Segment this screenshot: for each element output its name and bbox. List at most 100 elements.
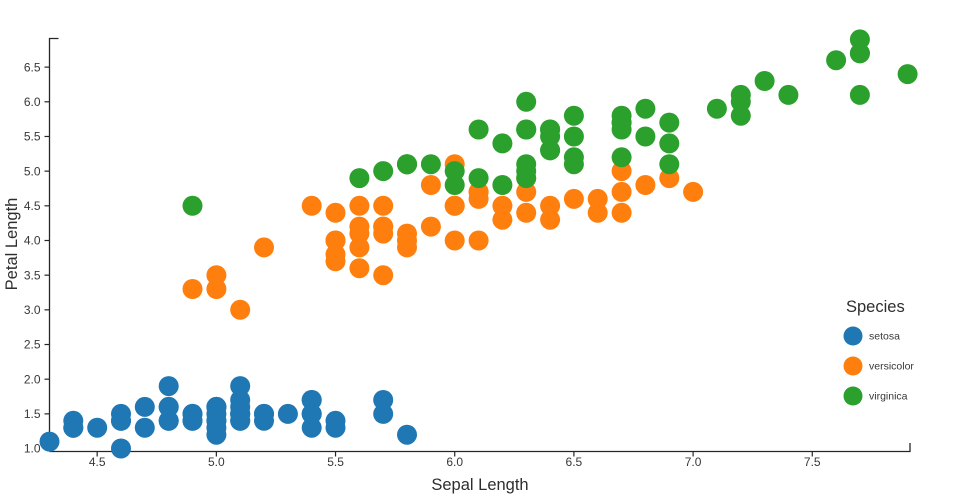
data-point <box>134 396 155 417</box>
data-point <box>540 195 561 216</box>
data-point <box>420 154 441 175</box>
data-point <box>420 216 441 237</box>
data-point <box>158 376 179 397</box>
data-point <box>397 424 417 445</box>
data-point <box>397 230 417 251</box>
data-point <box>754 71 775 91</box>
data-point <box>325 251 346 272</box>
x-tick-label: 6.0 <box>446 455 463 469</box>
data-point <box>611 181 632 202</box>
data-point <box>563 126 584 147</box>
data-point <box>87 417 108 438</box>
y-tick-label: 4.5 <box>24 199 41 213</box>
data-point <box>182 410 203 431</box>
data-point <box>373 403 394 424</box>
legend-title: Species <box>846 298 905 316</box>
data-point <box>611 147 632 168</box>
data-point <box>349 237 370 258</box>
y-tick-label: 1.0 <box>24 442 41 456</box>
data-point <box>540 126 561 147</box>
data-point <box>611 161 632 182</box>
data-point <box>206 396 227 417</box>
data-point <box>206 265 227 286</box>
legend: Species setosa versicolor virginica <box>843 298 914 406</box>
legend-label-setosa: setosa <box>869 331 900 343</box>
y-axis-ticks: 1.0 1.5 2.0 2.5 3.0 3.5 4.0 4.5 5.0 5.5 6.0 6.5 <box>24 60 50 456</box>
data-point <box>373 161 394 182</box>
data-point <box>468 188 489 209</box>
data-point <box>182 195 203 216</box>
data-point <box>230 299 251 320</box>
legend-swatch-virginica <box>843 386 863 406</box>
data-point <box>111 438 131 459</box>
y-axis: 1.0 1.5 2.0 2.5 3.0 3.5 4.0 4.5 5.0 5.5 6.0 6.5 Pet… <box>3 37 59 456</box>
data-point <box>444 175 465 195</box>
data-point <box>206 410 227 431</box>
data-point <box>516 181 537 202</box>
data-point <box>897 64 918 85</box>
data-point <box>230 396 251 417</box>
data-point <box>301 403 322 424</box>
data-point <box>563 105 584 126</box>
data-point <box>635 98 656 119</box>
x-tick-label: 7.5 <box>804 455 821 469</box>
y-tick-label: 3.5 <box>24 268 41 282</box>
data-point <box>39 431 60 452</box>
x-axis-line <box>49 443 911 453</box>
data-point <box>563 188 584 209</box>
data-point <box>349 168 370 189</box>
data-point <box>492 195 513 216</box>
data-point <box>349 195 370 216</box>
data-point <box>492 133 513 154</box>
y-tick-label: 6.5 <box>24 60 41 74</box>
data-point <box>301 390 322 410</box>
data-point <box>444 230 465 251</box>
data-point <box>540 140 561 161</box>
y-tick-label: 4.0 <box>24 234 41 248</box>
data-point <box>516 161 537 182</box>
data-point <box>611 202 632 223</box>
data-point <box>683 181 704 202</box>
data-point <box>111 410 131 431</box>
data-point <box>540 209 561 230</box>
scatter-points <box>39 29 918 459</box>
legend-swatch-setosa <box>843 326 863 346</box>
data-point <box>659 154 680 175</box>
legend-items: setosa versicolor virginica <box>843 326 914 406</box>
data-point <box>706 98 727 119</box>
data-point <box>587 188 608 209</box>
data-point <box>516 119 537 140</box>
x-axis: 4.5 5.0 5.5 6.0 6.5 7.0 7.5 Sepal Length <box>49 443 911 494</box>
data-point <box>158 396 179 417</box>
data-point <box>635 126 656 147</box>
x-tick-label: 5.5 <box>327 455 344 469</box>
data-point <box>134 417 155 438</box>
y-tick-label: 6.0 <box>24 95 41 109</box>
data-point <box>373 265 394 286</box>
data-point <box>587 202 608 223</box>
legend-swatch-versicolor <box>843 356 863 376</box>
data-point <box>849 84 870 105</box>
x-tick-label: 6.5 <box>566 455 583 469</box>
data-point <box>730 105 751 126</box>
series-setosa <box>39 376 417 459</box>
data-point <box>826 50 847 71</box>
data-point <box>325 202 346 223</box>
y-tick-label: 1.5 <box>24 407 41 421</box>
data-point <box>444 161 465 182</box>
data-point <box>444 195 465 216</box>
data-point <box>778 84 799 105</box>
data-point <box>397 154 417 175</box>
legend-label-versicolor: versicolor <box>869 361 914 373</box>
data-point <box>301 195 322 216</box>
x-axis-title: Sepal Length <box>431 476 528 494</box>
data-point <box>611 112 632 133</box>
x-tick-label: 7.0 <box>685 455 702 469</box>
data-point <box>849 43 870 64</box>
data-point <box>659 133 680 154</box>
series-versicolor <box>182 154 704 320</box>
data-point <box>420 175 441 195</box>
data-point <box>849 29 870 50</box>
